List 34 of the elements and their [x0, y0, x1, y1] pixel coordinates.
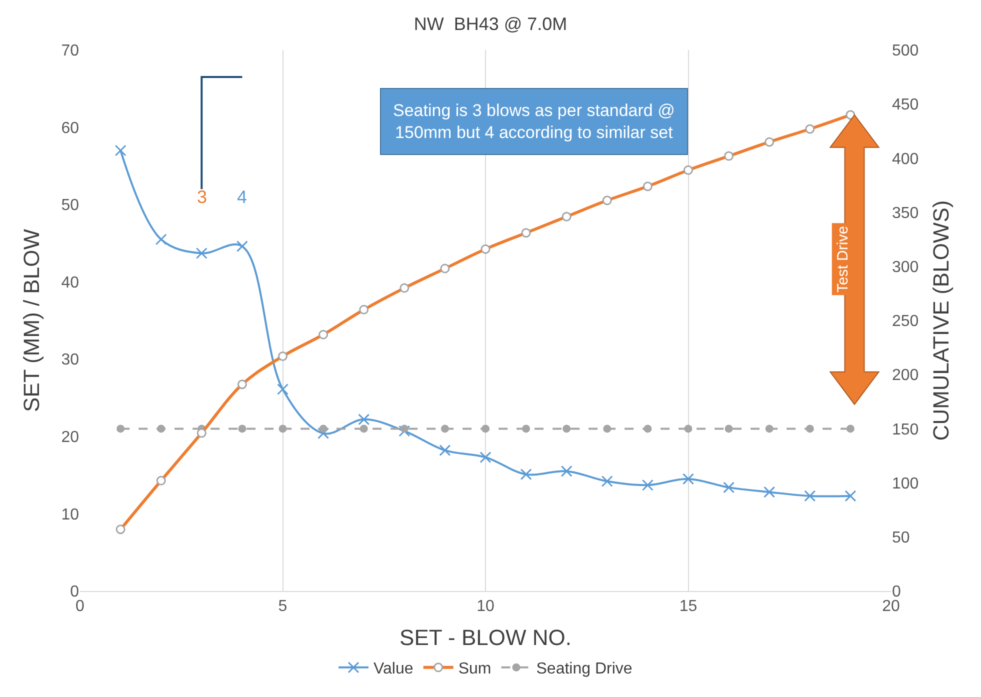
y2-tick-label: 450	[892, 96, 919, 114]
y-tick-label: 40	[61, 274, 80, 292]
y2-tick-label: 50	[892, 530, 910, 546]
y-tick-label: 0	[70, 584, 80, 601]
annotation: 3	[197, 187, 208, 207]
y2-tick-label: 250	[892, 313, 919, 330]
annotation: Test Drive	[834, 226, 852, 293]
y-axis-title: SET (MM) / BLOW	[19, 228, 44, 412]
y2-tick-label: 100	[892, 475, 919, 492]
y2-tick-label: 350	[892, 204, 919, 222]
y-tick-label: 10	[61, 506, 80, 524]
y2-tick-label: 0	[892, 584, 901, 601]
x-axis-title: SET - BLOW NO.	[400, 625, 572, 650]
legend-label: Seating Drive	[536, 660, 632, 678]
y-tick-label: 20	[61, 429, 80, 446]
y2-tick-label: 500	[892, 42, 919, 60]
y-tick-label: 70	[61, 42, 80, 60]
x-tick-label: 20	[882, 598, 900, 616]
y-tick-label: 60	[61, 120, 80, 137]
y2-tick-label: 200	[892, 367, 919, 384]
y2-tick-label: 300	[892, 259, 919, 276]
x-tick-label: 15	[679, 598, 698, 616]
chart-title: NW BH43 @ 7.0M	[414, 14, 568, 34]
y-tick-label: 50	[61, 197, 80, 214]
annotation: 4	[237, 187, 248, 207]
y-tick-label: 30	[61, 352, 80, 369]
y2-axis-title: CUMULATIVE (BLOWS)	[928, 200, 954, 441]
annotation: Seating is 3 blows as per standard @ 150mm but 4 according to similar set	[393, 101, 675, 142]
legend-label: Value	[374, 660, 414, 678]
y2-tick-label: 150	[892, 421, 919, 438]
x-tick-label: 5	[278, 598, 288, 616]
legend-label: Sum	[458, 660, 492, 678]
x-tick-label: 10	[476, 598, 494, 616]
y2-tick-label: 400	[892, 150, 919, 168]
